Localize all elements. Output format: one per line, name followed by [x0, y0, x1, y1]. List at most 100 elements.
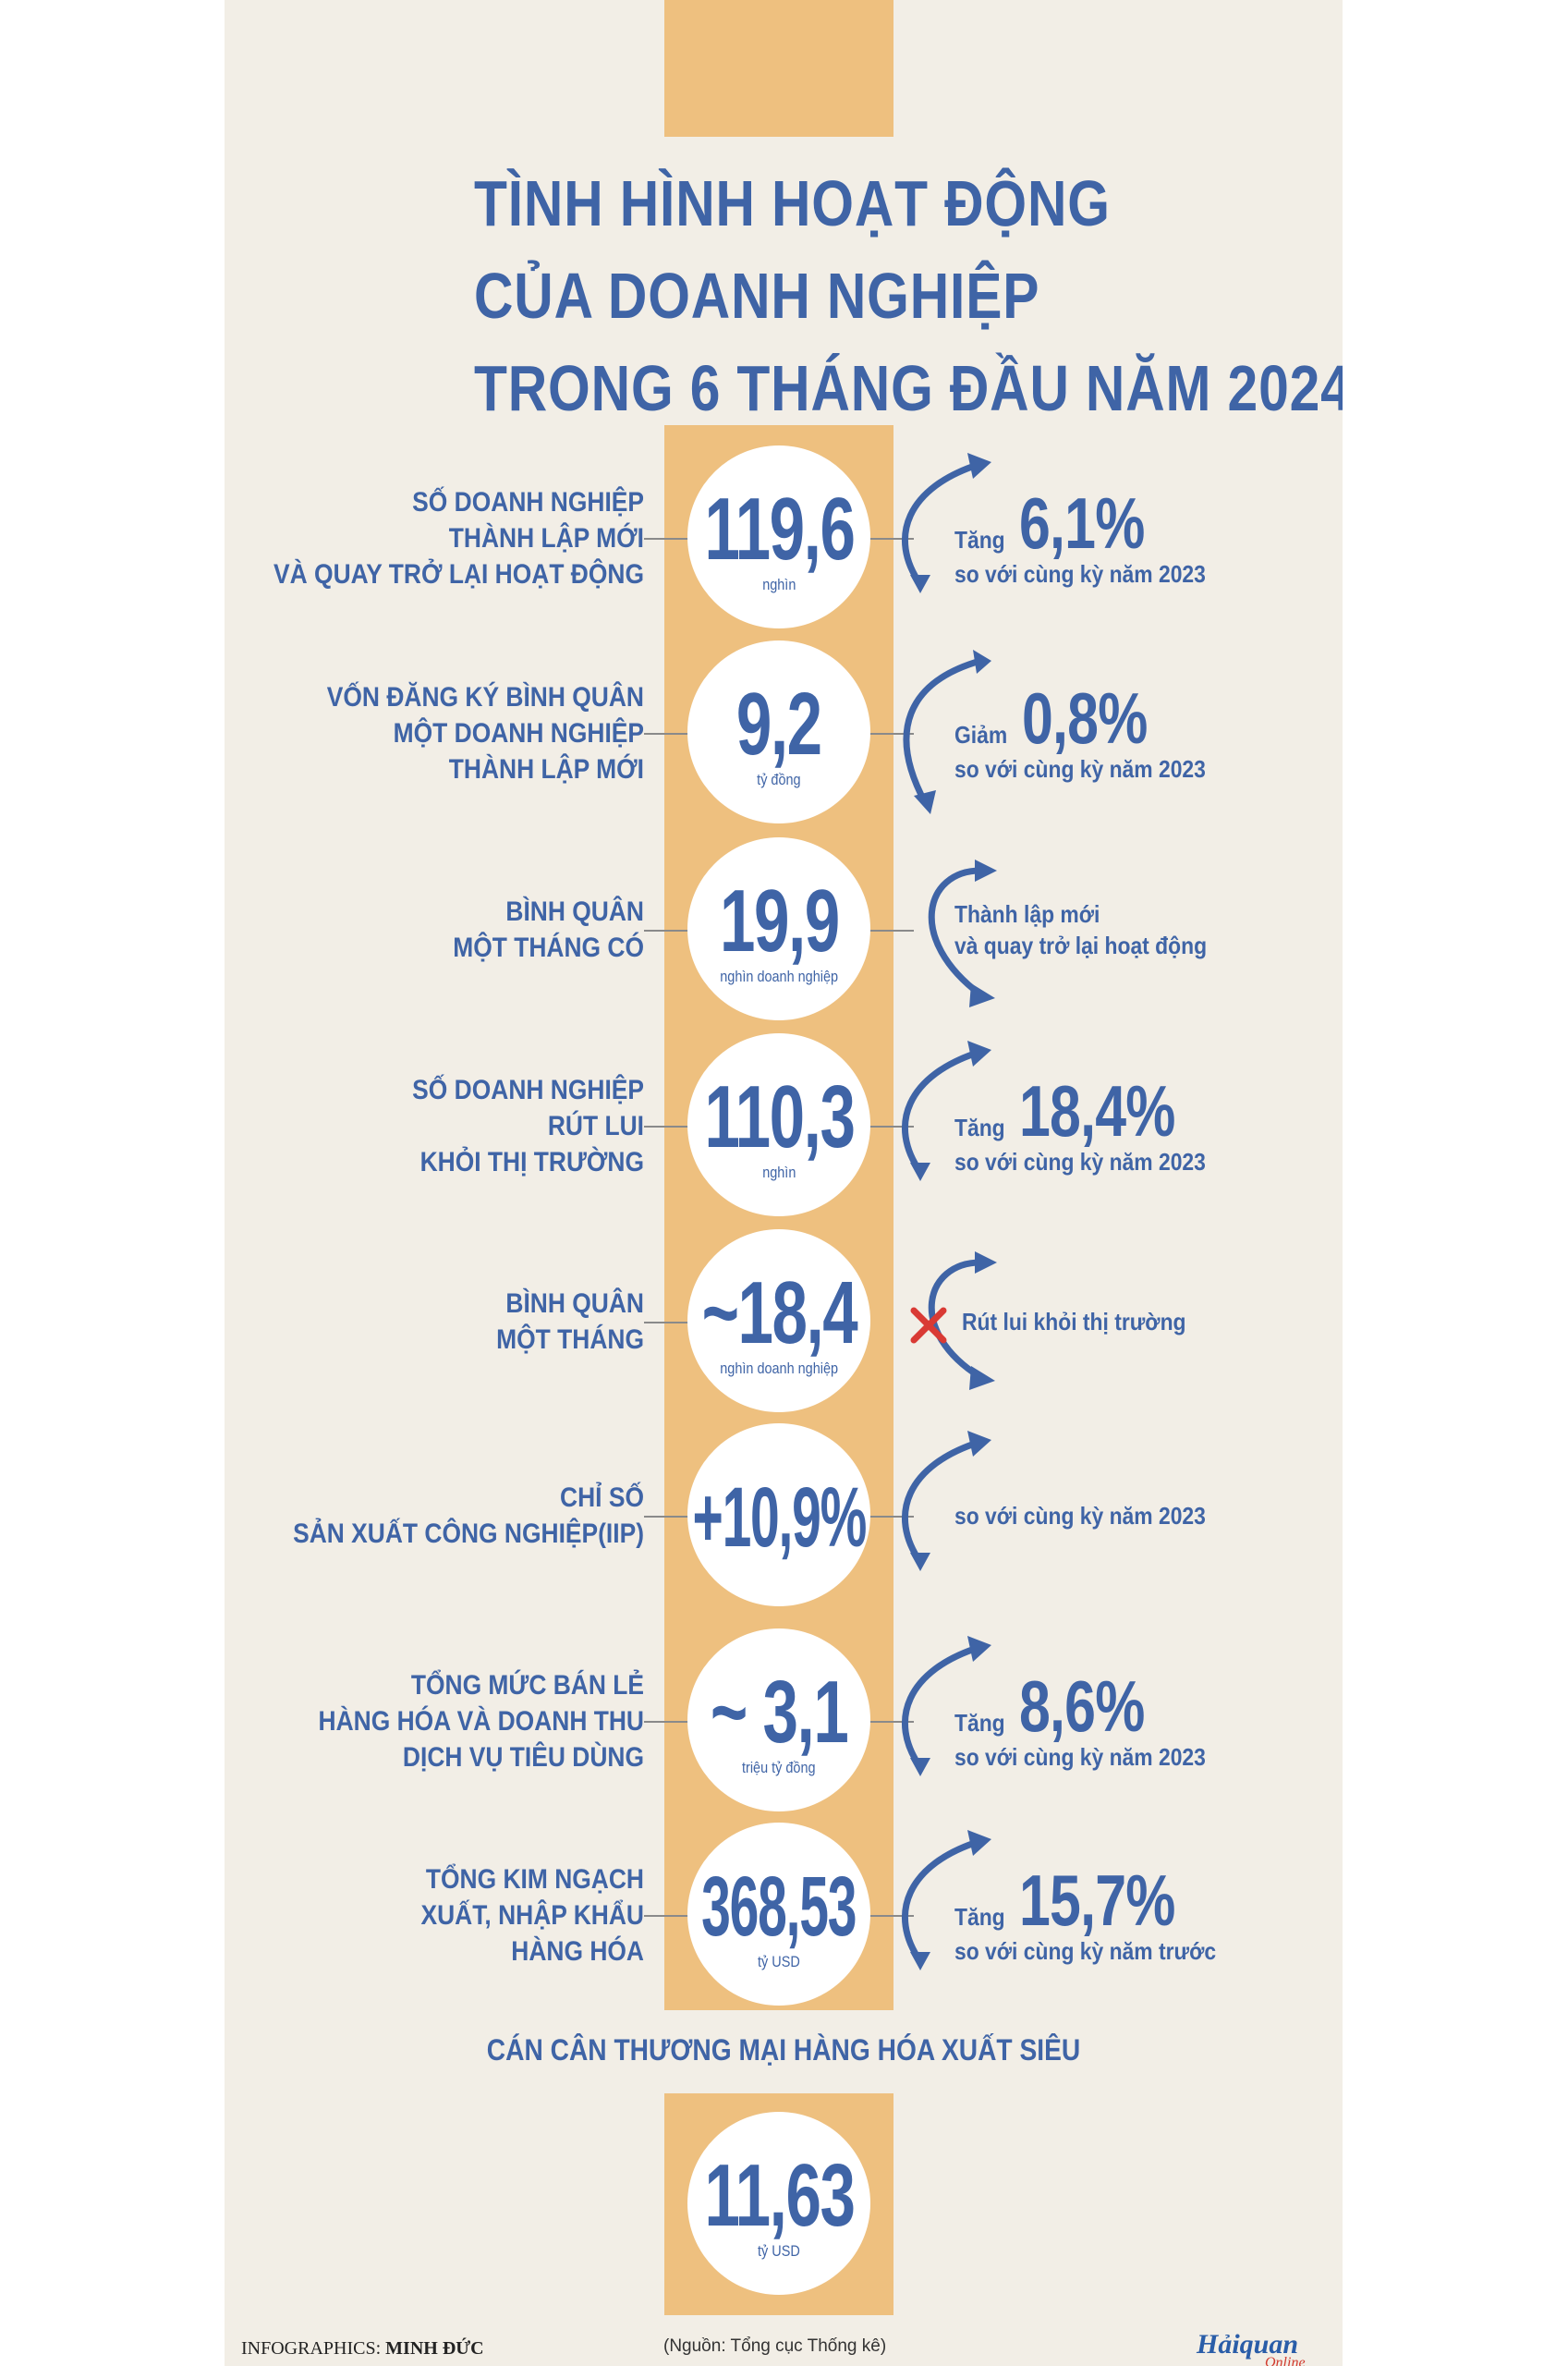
change-verb: Tăng — [954, 1903, 1005, 1931]
stat-row-avg-capital: VỐN ĐĂNG KÝ BÌNH QUÂN MỘT DOANH NGHIỆP T… — [225, 640, 1343, 825]
comparison-text: so với cùng kỳ năm 2023 — [954, 755, 1206, 783]
trade-balance-title: CÁN CÂN THƯƠNG MẠI HÀNG HÓA XUẤT SIÊU — [225, 2033, 1343, 2067]
row-label: BÌNH QUÂN MỘT THÁNG CÓ — [225, 837, 644, 1022]
row-label: TỔNG KIM NGẠCH XUẤT, NHẬP KHẨU HÀNG HÓA — [225, 1823, 644, 2007]
arrow-up-icon — [888, 1033, 999, 1218]
row-label: TỔNG MỨC BÁN LẺ HÀNG HÓA VÀ DOANH THU DỊ… — [225, 1628, 644, 1813]
connector-line — [869, 1721, 914, 1723]
label-line: DỊCH VỤ TIÊU DÙNG — [402, 1741, 644, 1773]
label-line: TỔNG MỨC BÁN LẺ — [410, 1669, 644, 1701]
value-unit: nghìn — [761, 1164, 796, 1181]
note-text: Thành lập mới và quay trở lại hoạt động — [954, 837, 1241, 1022]
credit-author: MINH ĐỨC — [385, 2338, 484, 2359]
value-number: 19,9 — [719, 872, 840, 970]
logo-sub: Online — [1265, 2355, 1306, 2366]
value-number: 110,3 — [704, 1067, 855, 1166]
change-verb: Tăng — [954, 526, 1005, 554]
value-unit: nghìn — [761, 576, 796, 593]
comparison-text: so với cùng kỳ năm trước — [954, 1937, 1217, 1965]
label-line: CHỈ SỐ — [560, 1482, 644, 1513]
value-unit: nghìn doanh nghiệp — [720, 1360, 838, 1377]
title-line-1: TÌNH HÌNH HOẠT ĐỘNG — [474, 167, 1111, 239]
label-line: XUẤT, NHẬP KHẨU — [420, 1899, 644, 1931]
change-percent: 8,6% — [1019, 1665, 1145, 1747]
change-stat: Tăng 15,7% so với cùng kỳ năm trước — [954, 1823, 1252, 2007]
row-label: BÌNH QUÂN MỘT THÁNG — [225, 1229, 644, 1414]
value-number: 9,2 — [736, 675, 822, 774]
infographic-poster: TÌNH HÌNH HOẠT ĐỘNG CỦA DOANH NGHIỆP TRO… — [225, 0, 1343, 2366]
label-line: TỔNG KIM NGẠCH — [425, 1863, 644, 1895]
arrow-both-icon — [888, 837, 999, 1022]
infographics-credit: INFOGRAPHICS: MINH ĐỨC — [241, 2338, 484, 2360]
value-number: ~18,4 — [701, 1263, 857, 1362]
label-line: SỐ DOANH NGHIỆP — [412, 486, 644, 518]
arrow-down-icon — [888, 640, 999, 825]
stat-row-iip: CHỈ SỐ SẢN XUẤT CÔNG NGHIỆP(IIP) +10,9% … — [225, 1423, 1343, 1608]
value-number: 119,6 — [704, 480, 855, 579]
value-unit: triệu tỷ đồng — [742, 1759, 816, 1776]
cross-icon — [910, 1307, 947, 1344]
value-unit: tỷ đồng — [757, 771, 801, 788]
arrow-up-icon — [888, 1823, 999, 2007]
row-label: VỐN ĐĂNG KÝ BÌNH QUÂN MỘT DOANH NGHIỆP T… — [225, 640, 644, 825]
note-line: và quay trở lại hoạt động — [954, 932, 1208, 959]
row-label: SỐ DOANH NGHIỆP THÀNH LẬP MỚI VÀ QUAY TR… — [225, 445, 644, 630]
change-percent: 15,7% — [1019, 1860, 1175, 1941]
note-line: Rút lui khỏi thị trường — [962, 1308, 1186, 1335]
value-circle: 110,3 nghìn — [687, 1033, 870, 1216]
stat-row-trade: TỔNG KIM NGẠCH XUẤT, NHẬP KHẨU HÀNG HÓA … — [225, 1823, 1343, 2007]
connector-line — [869, 930, 914, 932]
comparison-text: so với cùng kỳ năm 2023 — [954, 560, 1206, 588]
label-line: SẢN XUẤT CÔNG NGHIỆP(IIP) — [293, 1518, 644, 1549]
trade-balance-title-text: CÁN CÂN THƯƠNG MẠI HÀNG HÓA XUẤT SIÊU — [486, 2033, 1081, 2067]
label-line: RÚT LUI — [547, 1110, 644, 1141]
connector-line — [644, 1721, 688, 1723]
change-percent: 18,4% — [1019, 1070, 1175, 1152]
label-line: VỐN ĐĂNG KÝ BÌNH QUÂN — [326, 681, 644, 713]
label-line: THÀNH LẬP MỚI — [448, 753, 644, 785]
label-line: HÀNG HÓA — [511, 1935, 644, 1967]
note-text: so với cùng kỳ năm 2023 — [954, 1423, 1240, 1608]
arrow-up-icon — [888, 1628, 999, 1813]
column-top-segment — [664, 0, 893, 137]
label-line: BÌNH QUÂN — [505, 896, 644, 927]
source-note: (Nguồn: Tổng cục Thống kê) — [663, 2336, 887, 2356]
value-unit: tỷ USD — [758, 2242, 800, 2260]
stat-row-monthly-new: BÌNH QUÂN MỘT THÁNG CÓ 19,9 nghìn doanh … — [225, 837, 1343, 1022]
value-number: +10,9% — [692, 1470, 867, 1565]
note-text: Rút lui khỏi thị trường — [962, 1229, 1217, 1414]
note-line: Thành lập mới — [954, 900, 1100, 928]
note-line: so với cùng kỳ năm 2023 — [954, 1502, 1206, 1530]
row-label: SỐ DOANH NGHIỆP RÚT LUI KHỎI THỊ TRƯỜNG — [225, 1033, 644, 1218]
connector-line — [644, 733, 688, 735]
connector-line — [644, 1915, 688, 1917]
arrow-up-icon — [888, 445, 999, 630]
stat-row-monthly-withdrawn: BÌNH QUÂN MỘT THÁNG ~18,4 nghìn doanh ng… — [225, 1229, 1343, 1414]
value-number: ~ 3,1 — [710, 1663, 849, 1762]
label-line: SỐ DOANH NGHIỆP — [412, 1074, 644, 1105]
connector-line — [869, 1126, 914, 1128]
value-unit: nghìn doanh nghiệp — [720, 968, 838, 985]
value-circle: 368,53 tỷ USD — [687, 1823, 870, 2006]
value-circle: 19,9 nghìn doanh nghiệp — [687, 837, 870, 1020]
change-stat: Tăng 8,6% so với cùng kỳ năm 2023 — [954, 1628, 1240, 1813]
value-number: 11,63 — [704, 2146, 855, 2245]
row-label: CHỈ SỐ SẢN XUẤT CÔNG NGHIỆP(IIP) — [225, 1423, 644, 1608]
value-circle: 9,2 tỷ đồng — [687, 640, 870, 823]
change-verb: Giảm — [954, 721, 1008, 749]
value-circle: +10,9% — [687, 1423, 870, 1606]
label-line: MỘT THÁNG — [496, 1324, 644, 1355]
label-line: VÀ QUAY TRỞ LẠI HOẠT ĐỘNG — [273, 558, 644, 590]
label-line: HÀNG HÓA VÀ DOANH THU — [318, 1705, 644, 1737]
change-stat: Tăng 18,4% so với cùng kỳ năm 2023 — [954, 1033, 1240, 1218]
value-circle: 11,63 tỷ USD — [687, 2112, 870, 2295]
change-stat: Giảm 0,8% so với cùng kỳ năm 2023 — [954, 640, 1240, 825]
value-number: 368,53 — [701, 1860, 857, 1954]
stat-row-retail: TỔNG MỨC BÁN LẺ HÀNG HÓA VÀ DOANH THU DỊ… — [225, 1628, 1343, 1813]
connector-line — [869, 733, 914, 735]
change-percent: 6,1% — [1019, 482, 1145, 564]
connector-line — [644, 1322, 688, 1323]
arrow-both-icon — [888, 1229, 999, 1414]
comparison-text: so với cùng kỳ năm 2023 — [954, 1743, 1206, 1771]
label-line: THÀNH LẬP MỚI — [448, 522, 644, 554]
